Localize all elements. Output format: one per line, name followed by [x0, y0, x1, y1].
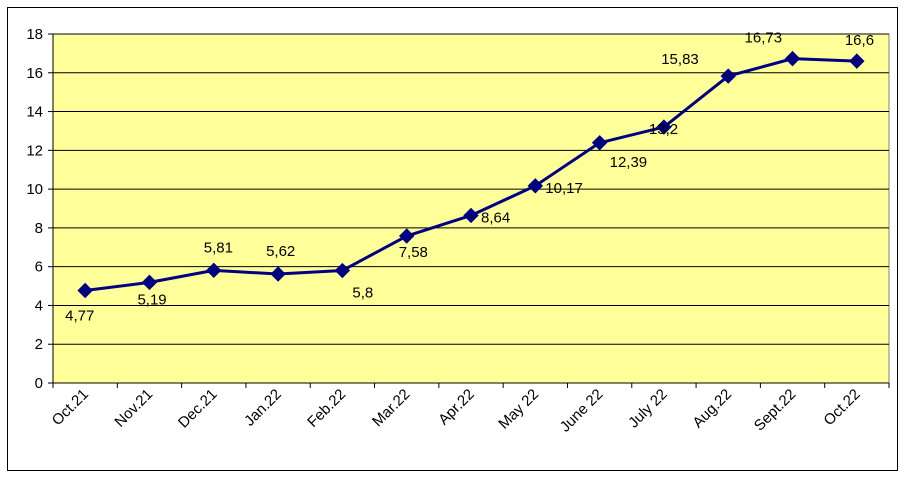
data-label: 4,77: [65, 308, 94, 325]
y-tick-label: 8: [35, 220, 43, 237]
x-axis: Oct.21 Nov.21 Dec.21 Jan.22 Feb.22 Mar.22 Apr.…: [49, 382, 890, 436]
data-point-marker: [849, 53, 865, 69]
data-point-marker: [784, 50, 801, 67]
data-point-marker: [463, 207, 479, 224]
y-tick-label: 6: [35, 259, 43, 276]
x-tick-label: Mar.22: [369, 386, 413, 430]
data-label: 5,81: [204, 239, 233, 256]
data-label: 15,83: [661, 51, 699, 68]
data-label: 16,6: [845, 32, 874, 49]
data-point-marker: [334, 262, 351, 279]
data-labels: 4,77 5,19 5,81 5,62 5,8 7,58 8,64 10,17 12,3913,…: [65, 30, 874, 325]
data-label: 8,64: [481, 209, 510, 226]
data-label: 12,39: [610, 154, 648, 171]
y-tick-label: 16: [26, 65, 43, 82]
x-tick-label: Oct.22: [820, 386, 863, 429]
data-label: 16,73: [745, 30, 783, 47]
x-tick-label: Oct.21: [49, 386, 92, 429]
x-tick-label: Jan.22: [241, 386, 285, 430]
data-label: 13,2: [649, 121, 678, 138]
gridlines: [53, 33, 889, 345]
y-tick-label: 0: [35, 375, 43, 392]
data-label: 5,19: [137, 291, 166, 308]
x-tick-label: Dec.21: [175, 386, 221, 432]
y-tick-label: 14: [26, 104, 43, 121]
x-tick-label: Sept.22: [751, 386, 800, 435]
data-label: 5,62: [266, 243, 295, 260]
data-point-marker: [141, 274, 158, 291]
data-point-marker: [527, 178, 544, 194]
data-point-marker: [206, 262, 222, 279]
data-point-marker: [656, 119, 672, 135]
data-label: 5,8: [352, 285, 373, 302]
x-tick-label: Feb.22: [304, 386, 349, 431]
data-point-marker: [270, 266, 286, 282]
data-label: 7,58: [399, 244, 428, 261]
y-axis: 0 2 4 6 8 10 12 14 16 18: [26, 26, 54, 392]
y-tick-label: 2: [35, 336, 43, 353]
x-tick-label: June 22: [557, 386, 607, 436]
y-tick-label: 4: [35, 297, 43, 314]
data-point-marker: [720, 68, 736, 84]
x-tick-label: May 22: [495, 386, 542, 433]
data-point-marker: [77, 282, 93, 299]
y-tick-label: 12: [26, 142, 43, 159]
y-tick-label: 18: [26, 26, 43, 43]
data-point-marker: [591, 135, 608, 151]
x-tick-label: July 22: [625, 386, 671, 432]
y-tick-label: 10: [26, 181, 43, 198]
x-tick-label: Aug.22: [689, 386, 735, 432]
data-point-marker: [398, 228, 415, 244]
data-label: 10,17: [545, 180, 583, 197]
series-group: [77, 50, 865, 299]
x-tick-label: Nov.21: [111, 386, 156, 431]
x-tick-label: Apr.22: [435, 386, 478, 429]
